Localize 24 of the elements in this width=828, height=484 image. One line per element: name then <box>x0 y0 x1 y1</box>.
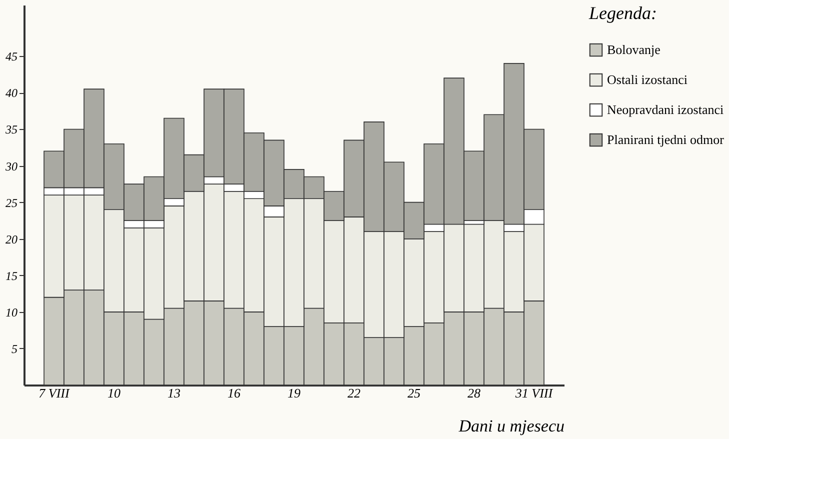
y-tick-label: 40 <box>6 86 18 100</box>
y-tick-label: 15 <box>6 268 18 283</box>
legend-label: Planirani tjedni odmor <box>607 132 725 147</box>
legend-title: Legenda: <box>588 3 657 23</box>
x-tick-label: 28 <box>468 386 481 400</box>
x-tick-label: 31 VIII <box>514 386 554 400</box>
x-tick-label: 13 <box>168 386 181 400</box>
x-tick-label: 25 <box>408 386 421 400</box>
x-tick-label: 19 <box>288 386 301 400</box>
legend-label: Ostali izostanci <box>607 72 688 87</box>
x-tick-label: 16 <box>228 386 241 400</box>
x-tick-label: 22 <box>348 386 361 400</box>
y-tick-label: 30 <box>4 159 18 174</box>
y-tick-label: 5 <box>12 342 18 356</box>
legend-label: Neopravdani izostanci <box>607 102 724 117</box>
y-tick-label: 10 <box>6 305 18 320</box>
x-tick-label: 7 VIII <box>38 386 70 400</box>
y-tick-label: 20 <box>6 232 18 246</box>
y-tick-label: 45 <box>6 50 18 64</box>
y-tick-label: 35 <box>4 122 18 137</box>
x-tick-label: 10 <box>108 386 121 400</box>
y-tick-label: 25 <box>6 196 18 210</box>
x-axis-title: Dani u mjesecu <box>458 416 564 436</box>
legend-label: Bolovanje <box>607 42 661 57</box>
